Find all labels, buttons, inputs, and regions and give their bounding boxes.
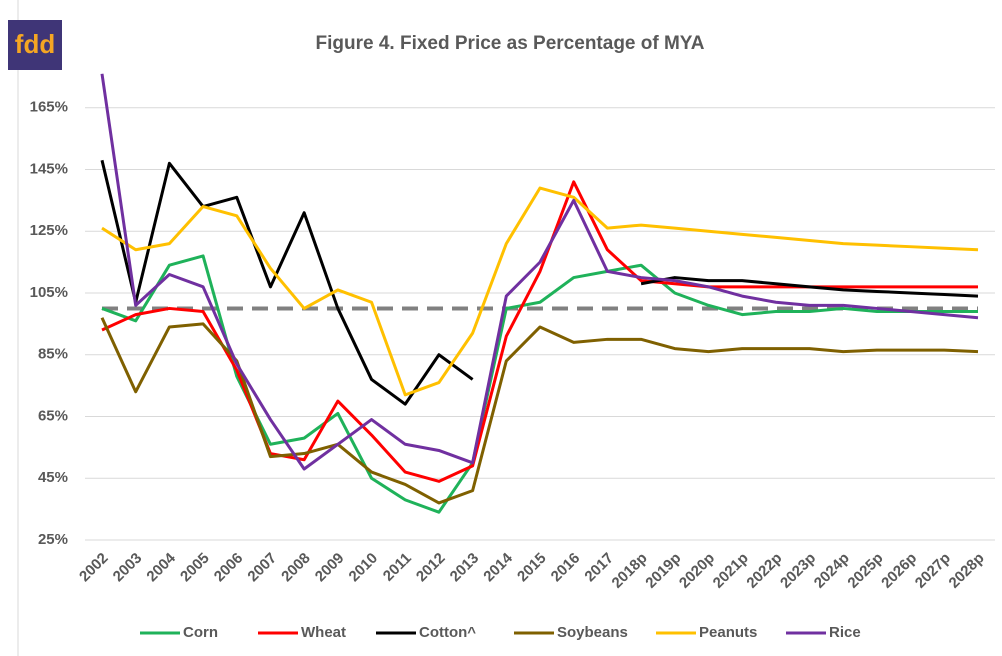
- chart-title: Figure 4. Fixed Price as Percentage of M…: [316, 33, 705, 54]
- x-tick-label: 2013: [447, 550, 483, 586]
- x-tick-label: 2009: [312, 550, 348, 586]
- x-tick-label: 2022p: [743, 550, 785, 592]
- x-tick-label: 2011: [380, 550, 415, 585]
- x-tick-label: 2020p: [676, 550, 718, 592]
- x-tick-label: 2003: [110, 550, 146, 586]
- x-tick-label: 2027p: [912, 550, 954, 592]
- x-tick-label: 2019p: [642, 550, 684, 592]
- logo-box: [8, 20, 62, 70]
- x-tick-label: 2008: [278, 550, 314, 586]
- y-tick-label: 105%: [30, 284, 68, 301]
- series-line: [101, 180, 978, 483]
- y-tick-label: 25%: [38, 531, 68, 548]
- x-tick-label: 2014: [480, 549, 516, 585]
- x-tick-label: 2025p: [844, 550, 886, 592]
- series-line: [101, 254, 978, 514]
- x-tick-label: 2023p: [777, 550, 819, 592]
- logo: fdd: [15, 29, 55, 59]
- legend-label: Cotton^: [419, 624, 476, 641]
- x-tick-label: 2002: [76, 550, 112, 586]
- x-tick-label: 2026p: [878, 550, 920, 592]
- legend-label: Corn: [183, 624, 218, 641]
- series-line: [100, 317, 979, 505]
- y-tick-label: 145%: [30, 160, 68, 177]
- x-tick-label: 2028p: [946, 550, 988, 592]
- x-tick-label: 2024p: [811, 550, 853, 592]
- legend-label: Rice: [829, 624, 861, 641]
- x-tick-label: 2005: [177, 550, 213, 586]
- x-tick-label: 2010: [346, 550, 382, 586]
- y-tick-label: 45%: [38, 469, 68, 486]
- x-tick-label: 2018p: [609, 550, 651, 592]
- x-tick-label: 2007: [244, 550, 280, 586]
- x-tick-label: 2016: [548, 550, 584, 586]
- legend-label: Peanuts: [699, 624, 757, 641]
- series-line: [100, 73, 979, 471]
- y-tick-label: 65%: [38, 407, 68, 424]
- x-tick-label: 2015: [514, 550, 550, 586]
- series-line: [101, 186, 979, 397]
- legend-label: Soybeans: [557, 624, 628, 641]
- y-tick-label: 85%: [38, 346, 68, 363]
- legend-label: Wheat: [301, 624, 346, 641]
- y-tick-label: 125%: [30, 222, 68, 239]
- y-tick-label: 165%: [30, 99, 68, 116]
- x-tick-label: 2021p: [710, 550, 752, 592]
- x-tick-label: 2012: [413, 550, 449, 586]
- x-tick-label: 2006: [211, 550, 247, 586]
- x-tick-label: 2004: [143, 549, 179, 585]
- series-line: [100, 159, 979, 406]
